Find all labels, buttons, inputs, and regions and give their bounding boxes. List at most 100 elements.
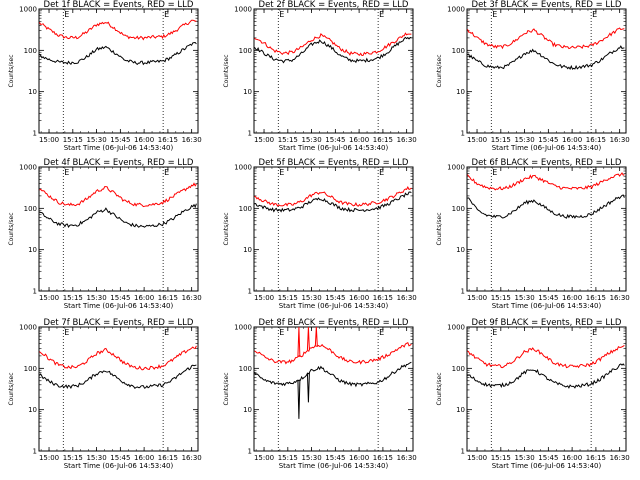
x-tick-label: 15:00 [254, 136, 274, 144]
marker-label: E [164, 328, 169, 337]
x-tick-label: 16:30 [182, 454, 202, 462]
panel-title: Det 2f BLACK = Events, RED = LLD [259, 0, 409, 10]
marker-label: E [379, 10, 384, 19]
x-tick-label: 15:45 [538, 454, 558, 462]
series-black [467, 363, 625, 389]
panel-5: Det 5f BLACK = Events, RED = LLD 1 10 100 10… [223, 158, 417, 310]
series-spike [306, 372, 310, 403]
x-tick-label: 15:45 [110, 136, 130, 144]
x-tick-label: 16:00 [562, 136, 582, 144]
y-tick-label: 1000 [447, 6, 465, 14]
marker-label: E [492, 10, 497, 19]
x-axis-label: Start Time (06-Jul-06 14:53:40) [64, 302, 174, 310]
series-black [39, 203, 197, 229]
x-axis-label: Start Time (06-Jul-06 14:53:40) [492, 462, 602, 470]
plot-frame [38, 326, 199, 452]
y-tick-label: 10 [243, 406, 252, 414]
y-tick-label: 1000 [234, 6, 252, 14]
series-spike [306, 326, 310, 350]
x-tick-label: 16:00 [349, 136, 369, 144]
marker-label: E [64, 10, 69, 19]
plot-frame [38, 8, 199, 134]
panel-7: Det 7f BLACK = Events, RED = LLD 1 10 100 10… [8, 318, 202, 470]
panel-title: Det 3f BLACK = Events, RED = LLD [472, 0, 622, 10]
x-tick-label: 16:00 [134, 136, 154, 144]
panel-title: Det 5f BLACK = Events, RED = LLD [259, 158, 409, 168]
x-tick-label: 15:45 [325, 454, 345, 462]
x-axis-label: Start Time (06-Jul-06 14:53:40) [279, 302, 389, 310]
x-tick-label: 16:30 [397, 294, 417, 302]
y-tick-label: 1 [461, 448, 465, 456]
panel-4: Det 4f BLACK = Events, RED = LLD 1 10 100 10… [8, 158, 202, 310]
x-tick-label: 15:00 [254, 454, 274, 462]
panel-3: Det 3f BLACK = Events, RED = LLD 1 10 100 10… [436, 0, 630, 152]
y-axis-label: Counts/sec [8, 212, 15, 245]
panel-title: Det 6f BLACK = Events, RED = LLD [472, 158, 622, 168]
series-black [254, 36, 412, 64]
y-axis-label: Counts/sec [223, 54, 230, 87]
y-tick-label: 10 [456, 88, 465, 96]
series-red [254, 342, 412, 365]
plot-frame [466, 166, 627, 292]
plot-frame [253, 326, 414, 452]
marker-label: E [164, 10, 169, 19]
series-red [467, 27, 625, 50]
marker-label: E [379, 168, 384, 177]
x-tick-label: 16:15 [586, 294, 606, 302]
y-tick-label: 10 [456, 406, 465, 414]
x-axis-label: Start Time (06-Jul-06 14:53:40) [279, 144, 389, 152]
series-red [39, 345, 197, 371]
x-tick-label: 15:15 [491, 136, 511, 144]
x-axis-label: Start Time (06-Jul-06 14:53:40) [64, 144, 174, 152]
x-tick-label: 15:45 [538, 294, 558, 302]
series-spike [297, 326, 301, 358]
y-tick-label: 10 [28, 406, 37, 414]
marker-label: E [64, 168, 69, 177]
y-tick-label: 10 [28, 246, 37, 254]
marker-label: E [592, 10, 597, 19]
marker-label: E [379, 328, 384, 337]
x-tick-label: 16:15 [586, 136, 606, 144]
series-black [254, 191, 412, 213]
y-tick-label: 1 [33, 288, 37, 296]
x-tick-label: 15:00 [467, 294, 487, 302]
y-tick-label: 1000 [19, 6, 37, 14]
x-tick-label: 15:00 [39, 454, 59, 462]
y-tick-label: 100 [452, 47, 465, 55]
x-tick-label: 16:15 [373, 294, 393, 302]
y-tick-label: 1 [461, 288, 465, 296]
x-tick-label: 15:45 [110, 454, 130, 462]
panel-6: Det 6f BLACK = Events, RED = LLD 1 10 100 10… [436, 158, 630, 310]
y-tick-label: 1 [248, 448, 252, 456]
marker-label: E [279, 168, 284, 177]
x-tick-label: 16:00 [562, 454, 582, 462]
marker-label: E [492, 328, 497, 337]
y-tick-label: 1000 [234, 164, 252, 172]
x-tick-label: 15:15 [63, 454, 83, 462]
x-tick-label: 15:30 [86, 454, 106, 462]
x-tick-label: 16:15 [373, 136, 393, 144]
panel-2: Det 2f BLACK = Events, RED = LLD 1 10 100 10… [223, 0, 417, 152]
x-axis-label: Start Time (06-Jul-06 14:53:40) [492, 302, 602, 310]
y-tick-label: 1 [248, 130, 252, 138]
y-tick-label: 10 [243, 88, 252, 96]
x-tick-label: 15:45 [110, 294, 130, 302]
x-tick-label: 16:15 [158, 454, 178, 462]
y-axis-label: Counts/sec [223, 212, 230, 245]
y-axis-label: Counts/sec [436, 54, 443, 87]
series-red [254, 186, 412, 207]
y-tick-label: 1 [33, 130, 37, 138]
x-tick-label: 15:30 [514, 454, 534, 462]
x-tick-label: 15:45 [538, 136, 558, 144]
series-spike [297, 379, 301, 419]
y-tick-label: 1 [248, 288, 252, 296]
x-tick-label: 16:30 [397, 454, 417, 462]
plot-frame [466, 326, 627, 452]
y-axis-label: Counts/sec [436, 212, 443, 245]
y-tick-label: 100 [24, 205, 37, 213]
panel-1: Det 1f BLACK = Events, RED = LLD 1 10 100 10… [8, 0, 202, 152]
panel-8: Det 8f BLACK = Events, RED = LLD 1 10 100 10… [223, 318, 417, 470]
x-tick-label: 16:15 [586, 454, 606, 462]
x-tick-label: 15:45 [325, 136, 345, 144]
